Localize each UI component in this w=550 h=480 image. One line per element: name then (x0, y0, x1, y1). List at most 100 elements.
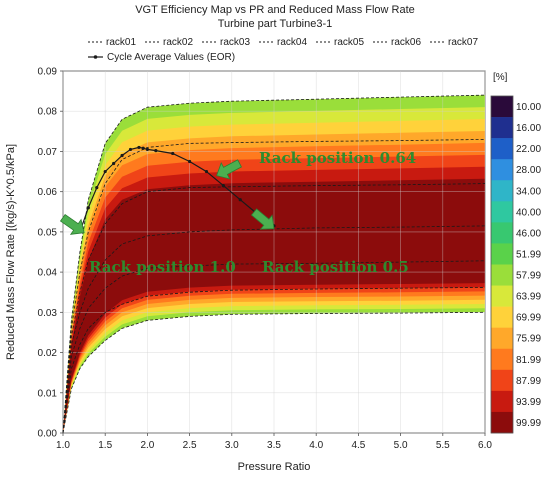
colorbar-label-2: 22.00 (516, 144, 541, 155)
cycle-average-point-2 (95, 186, 99, 190)
x-tick-label-10: 6.0 (478, 440, 492, 451)
colorbar-label-6: 46.00 (516, 228, 541, 239)
colorbar-label-4: 34.00 (516, 186, 541, 197)
colorbar-unit-label: [%] (493, 72, 508, 83)
colorbar-segment-2 (491, 138, 513, 160)
cycle-average-point-14 (221, 184, 225, 188)
y-tick-label-7: 0.07 (38, 147, 58, 158)
x-axis-label: Pressure Ratio (238, 461, 311, 473)
cycle-average-point-8 (141, 146, 145, 150)
colorbar-label-1: 16.00 (516, 123, 541, 134)
series-line-rack02 (62, 287, 486, 434)
colorbar-segment-3 (491, 159, 513, 181)
y-tick-label-4: 0.04 (38, 268, 58, 279)
x-tick-label-0: 1.0 (56, 440, 70, 451)
colorbar-segment-7 (491, 243, 513, 265)
y-axis-ticks: 0.00 0.01 0.02 0.03 0.04 0.05 0.06 0.07 0.08 0.09 (38, 67, 63, 440)
colorbar-segment-14 (491, 390, 513, 413)
legend-label-rack04: rack04 (277, 37, 307, 48)
colorbar-label-10: 69.99 (516, 313, 541, 324)
colorbar-label-9: 63.99 (516, 292, 541, 303)
cycle-average-point-7 (137, 145, 141, 150)
legend-label-rack01: rack01 (106, 37, 136, 48)
x-tick-label-7: 4.5 (351, 440, 365, 451)
arrow-rack-1-0 (59, 213, 85, 235)
cycle-average-point-13 (204, 169, 209, 174)
legend-label-rack02: rack02 (163, 37, 193, 48)
series-line-rack01 (62, 311, 486, 434)
colorbar-segment-9 (491, 285, 513, 307)
y-tick-label-9: 0.09 (38, 67, 58, 78)
chart-subtitle: Turbine part Turbine3-1 (218, 18, 333, 30)
x-tick-label-5: 3.5 (267, 440, 281, 451)
grid-lines (62, 70, 486, 434)
series-line-cycle-average (79, 146, 275, 233)
colorbar-label-14: 93.99 (516, 397, 541, 408)
y-axis-label: Reduced Mass Flow Rate [(kg/s)-K^0.5/kPa… (5, 144, 17, 360)
annotation-arrows (59, 159, 275, 235)
colorbar-frame (490, 95, 514, 434)
y-tick-label-8: 0.08 (38, 107, 58, 118)
cycle-average-point-15 (238, 198, 242, 202)
arrow-rack-0-64-shape (216, 159, 242, 180)
series-line-rack04 (62, 225, 486, 434)
colorbar-label-7: 51.99 (516, 249, 541, 260)
colorbar: [%] 10.00 16.00 22.00 28.00 34.00 40.00 46.00 51… (490, 72, 541, 434)
x-tick-label-9: 5.5 (436, 440, 450, 451)
arrow-rack-0-64 (216, 159, 242, 180)
cycle-average-point-12 (188, 159, 192, 164)
colorbar-segment-8 (491, 264, 513, 286)
legend-label-rack07: rack07 (448, 37, 478, 48)
colorbar-segment-5 (491, 201, 513, 223)
annotation-rack-position-1-0: Rack position 1.0 (89, 258, 236, 276)
colorbar-segment-13 (491, 369, 513, 392)
arrow-rack-0-5-shape (250, 208, 275, 230)
legend-label-rack06: rack06 (391, 37, 421, 48)
arrow-rack-1-0-shape (59, 213, 85, 235)
cycle-average-point-10 (154, 149, 158, 153)
arrow-rack-0-5 (250, 208, 275, 230)
colorbar-segment-4 (491, 180, 513, 202)
chart-title: VGT Efficiency Map vs PR and Reduced Mas… (135, 4, 415, 16)
y-tick-label-6: 0.06 (38, 187, 58, 198)
cycle-average-point-9 (145, 147, 149, 152)
y-tick-label-3: 0.03 (38, 308, 58, 319)
colorbar-label-12: 81.99 (516, 355, 541, 366)
colorbar-segment-0 (491, 96, 513, 118)
legend-label-cycle-average: Cycle Average Values (EOR) (107, 52, 235, 63)
x-tick-label-2: 2.0 (140, 440, 154, 451)
colorbar-label-3: 28.00 (516, 165, 541, 176)
annotation-rack-position-0-5: Rack position 0.5 (262, 258, 409, 276)
colorbar-segment-6 (491, 222, 513, 244)
colorbar-label-0: 10.00 (516, 102, 541, 113)
annotation-rack-position-0-64: Rack position 0.64 (259, 149, 416, 167)
rack-lines (62, 94, 486, 434)
colorbar-label-11: 75.99 (516, 334, 541, 345)
series-line-rack03 (62, 260, 486, 434)
legend-label-rack03: rack03 (220, 37, 250, 48)
series-line-rack07 (62, 94, 486, 434)
y-tick-label-2: 0.02 (38, 348, 58, 359)
cycle-average-point-1 (86, 206, 90, 210)
series-line-rack05 (62, 183, 486, 434)
x-axis-ticks: 1.0 1.5 2.0 2.5 3.0 3.5 4.0 4.5 5.0 5.5 6.0 (56, 433, 492, 451)
x-tick-label-6: 4.0 (309, 440, 323, 451)
cycle-average-point-5 (120, 153, 124, 158)
legend-label-rack05: rack05 (334, 37, 364, 48)
colorbar-label-15: 99.99 (516, 418, 541, 429)
x-tick-label-3: 2.5 (183, 440, 197, 451)
colorbar-label-13: 87.99 (516, 376, 541, 387)
colorbar-label-8: 57.99 (516, 271, 541, 282)
efficiency-band-8 (63, 178, 485, 433)
y-tick-label-1: 0.01 (38, 388, 58, 399)
cycle-average-point-3 (103, 169, 107, 174)
colorbar-segment-10 (491, 306, 513, 328)
cycle-average-point-6 (128, 147, 133, 152)
y-tick-label-0: 0.00 (38, 429, 58, 440)
cycle-average-point-4 (112, 161, 116, 166)
colorbar-segment-1 (491, 117, 513, 139)
legend: rack01 rack02 rack03 rack04 rack05 rack06 rack… (88, 37, 478, 63)
colorbar-segment-12 (491, 348, 513, 371)
legend-marker-cycle-average (93, 55, 98, 59)
x-tick-label-1: 1.5 (98, 440, 112, 451)
